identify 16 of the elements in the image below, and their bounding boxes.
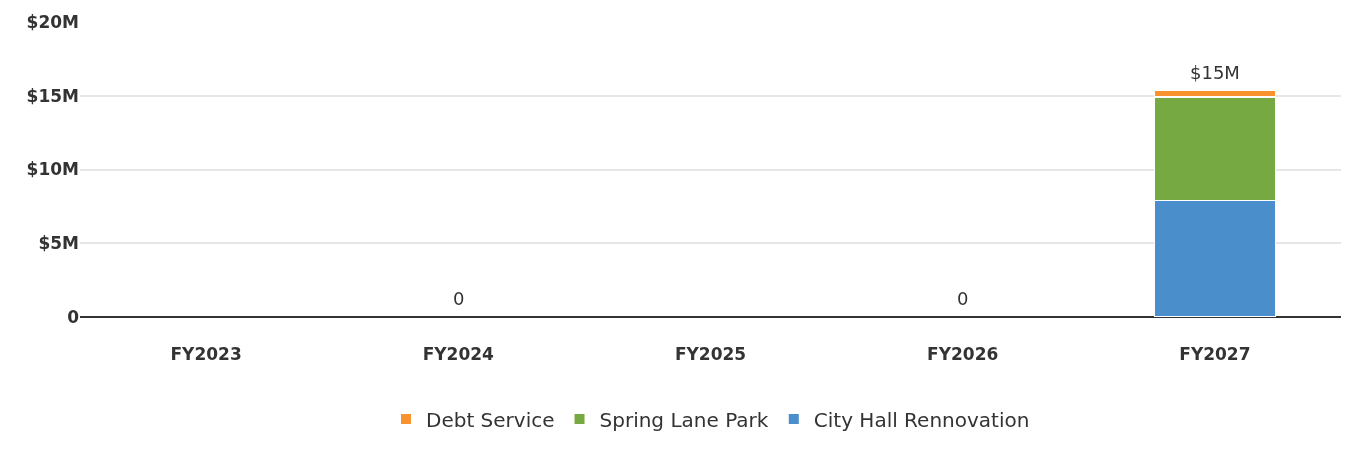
y-tick-label: 0	[67, 306, 80, 327]
text: 0	[453, 288, 465, 309]
legend-label: City Hall Rennovation	[813, 407, 1030, 432]
total-label: $15M	[1190, 62, 1240, 83]
y-tick-label: $5M	[38, 233, 79, 254]
legend-label: Debt Service	[426, 407, 555, 432]
x-tick-label: FY2024	[422, 344, 495, 365]
x-tick-label: FY2025	[674, 344, 747, 365]
x-tick-label: FY2023	[170, 344, 242, 365]
x-tick-label: FY2026	[927, 344, 999, 365]
legend-label: Spring Lane Park	[599, 407, 769, 432]
text: 0	[957, 288, 969, 309]
y-tick-label: $10M	[26, 159, 79, 180]
x-tick-label: FY2027	[1179, 344, 1251, 365]
y-tick-label: $15M	[26, 85, 79, 106]
y-tick-label: $20M	[26, 11, 79, 32]
